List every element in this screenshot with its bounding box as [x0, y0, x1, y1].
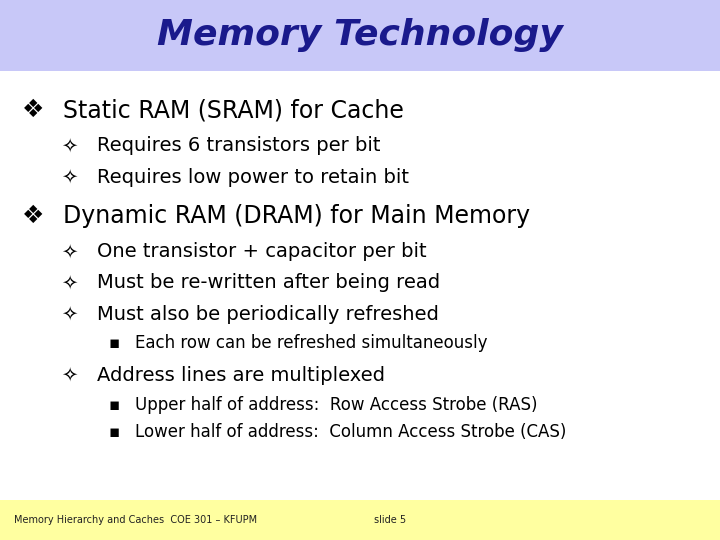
Text: ▪: ▪: [108, 334, 120, 352]
Text: Dynamic RAM (DRAM) for Main Memory: Dynamic RAM (DRAM) for Main Memory: [63, 204, 531, 228]
Bar: [0, 0, 720, 71]
Text: Static RAM (SRAM) for Cache: Static RAM (SRAM) for Cache: [63, 98, 404, 122]
Text: ▪: ▪: [108, 423, 120, 441]
Text: ✧: ✧: [61, 167, 78, 187]
Text: Must also be periodically refreshed: Must also be periodically refreshed: [97, 305, 439, 324]
Text: Requires 6 transistors per bit: Requires 6 transistors per bit: [97, 136, 381, 156]
Text: ❖: ❖: [22, 204, 44, 228]
Text: ✧: ✧: [61, 273, 78, 293]
Text: ✧: ✧: [61, 136, 78, 156]
Text: Upper half of address:  Row Access Strobe (RAS): Upper half of address: Row Access Strobe…: [135, 396, 538, 414]
Text: Address lines are multiplexed: Address lines are multiplexed: [97, 366, 385, 385]
Text: One transistor + capacitor per bit: One transistor + capacitor per bit: [97, 242, 427, 261]
Text: ✧: ✧: [61, 242, 78, 261]
Text: ✧: ✧: [61, 366, 78, 385]
Bar: [0, 500, 720, 540]
Text: Requires low power to retain bit: Requires low power to retain bit: [97, 167, 409, 187]
Text: ❖: ❖: [22, 98, 44, 122]
Text: slide 5: slide 5: [374, 515, 407, 525]
Text: ▪: ▪: [108, 396, 120, 414]
Text: Lower half of address:  Column Access Strobe (CAS): Lower half of address: Column Access Str…: [135, 423, 567, 441]
Text: ✧: ✧: [61, 305, 78, 324]
Text: Memory Hierarchy and Caches  COE 301 – KFUPM: Memory Hierarchy and Caches COE 301 – KF…: [14, 515, 258, 525]
Text: Must be re-written after being read: Must be re-written after being read: [97, 273, 441, 293]
Text: Each row can be refreshed simultaneously: Each row can be refreshed simultaneously: [135, 334, 488, 352]
Text: Memory Technology: Memory Technology: [157, 18, 563, 52]
